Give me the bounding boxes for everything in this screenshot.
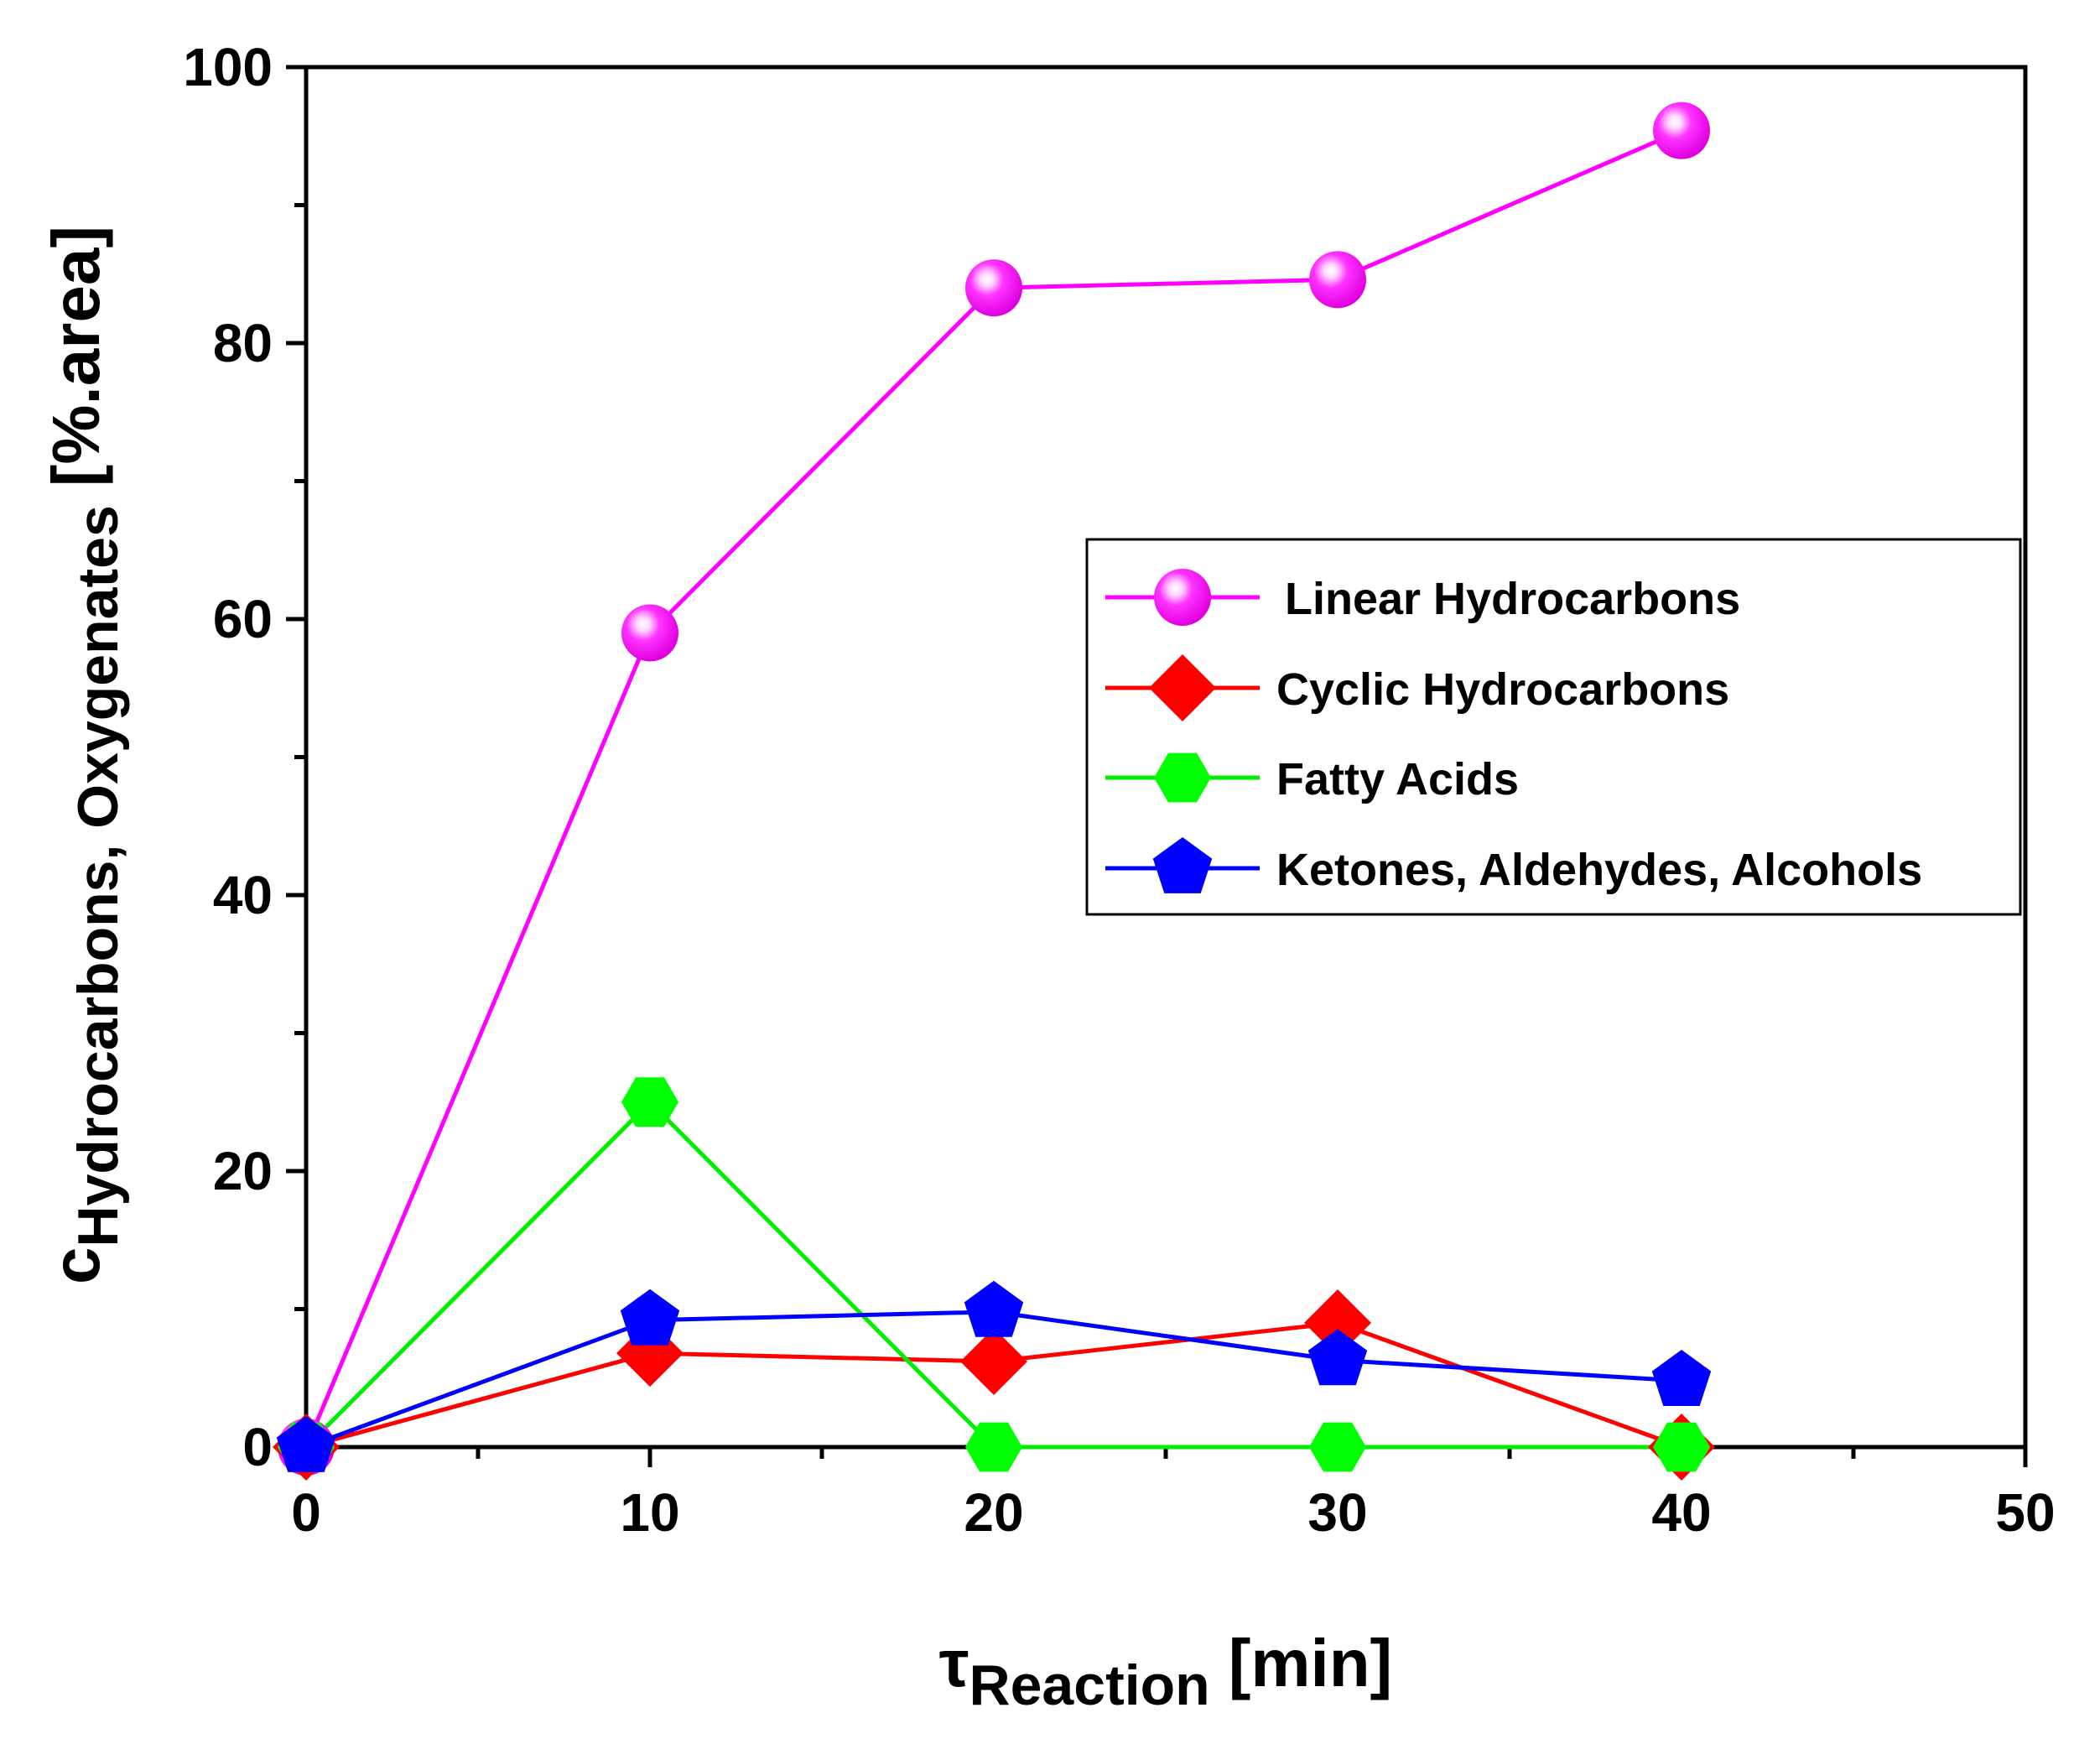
y-axis-title-unit: [%.area] [39,226,113,487]
y-tick-label: 40 [213,865,273,925]
legend-item: Fatty Acids [1105,752,1519,804]
legend-marker [1154,752,1211,803]
y-tick-label: 80 [213,313,273,373]
x-tick-label: 20 [964,1482,1023,1543]
legend-item: Linear Hydrocarbons [1105,569,1740,626]
legend-marker [1154,569,1211,626]
x-tick-label: 30 [1307,1482,1367,1543]
x-tick-label: 40 [1651,1482,1711,1543]
data-point [1309,251,1366,309]
data-point [1653,102,1710,159]
y-tick-label: 0 [242,1417,273,1477]
legend-box [1085,538,2022,916]
y-axis-title-sub: Hydrocarbons, Oxygenates [66,505,130,1247]
legend-label: Cyclic Hydrocarbons [1276,664,1729,715]
data-point [1653,1422,1710,1472]
data-point [1304,1289,1371,1356]
data-point [621,604,678,662]
x-axis-title-main: τ [939,1626,969,1700]
data-point [1309,1422,1366,1472]
data-point [1651,1350,1712,1406]
legend: Linear Hydrocarbons Cyclic Hydrocarbons Fa… [1085,538,2022,916]
data-point [1307,1329,1368,1386]
data-point [620,1289,680,1346]
x-axis-title-sub: Reaction [969,1653,1210,1717]
data-point [965,259,1022,317]
y-tick-label: 100 [183,37,273,97]
series-line [304,1099,1682,1450]
y-axis-title-main: c [39,1247,113,1285]
series-2 [304,1099,1682,1450]
legend-item: Ketones, Aldehydes, Alcohols [1105,837,1922,895]
tick-labels: 0 10 20 30 40 50 0 20 40 60 80 100 [183,37,2055,1543]
legend-marker [1149,654,1216,721]
x-axis-title: τReaction [min] [939,1626,1392,1717]
y-tick-label: 20 [213,1141,273,1201]
series-group [273,102,1715,1481]
data-point [964,1280,1024,1337]
x-tick-label: 0 [291,1482,321,1543]
x-tick-label: 10 [620,1482,679,1543]
y-axis-title: cHydrocarbons, Oxygenates [%.area] [39,226,130,1284]
legend-items: Linear Hydrocarbons Cyclic Hydrocarbons Fa… [1105,569,1922,895]
legend-marker [1152,837,1213,893]
data-point [960,1328,1027,1395]
series-markers-3 [276,1280,1712,1472]
data-point [965,1422,1022,1472]
legend-label: Linear Hydrocarbons [1285,574,1740,624]
y-tick-label: 60 [213,589,273,649]
legend-label: Ketones, Aldehydes, Alcohols [1276,845,1922,895]
legend-item: Cyclic Hydrocarbons [1105,654,1729,721]
data-point [621,1077,678,1127]
data-point [276,1416,336,1472]
series-markers-2 [278,1077,1710,1472]
x-tick-label: 50 [1995,1482,2055,1543]
legend-label: Fatty Acids [1276,754,1519,804]
x-axis-title-unit: [min] [1229,1626,1393,1700]
